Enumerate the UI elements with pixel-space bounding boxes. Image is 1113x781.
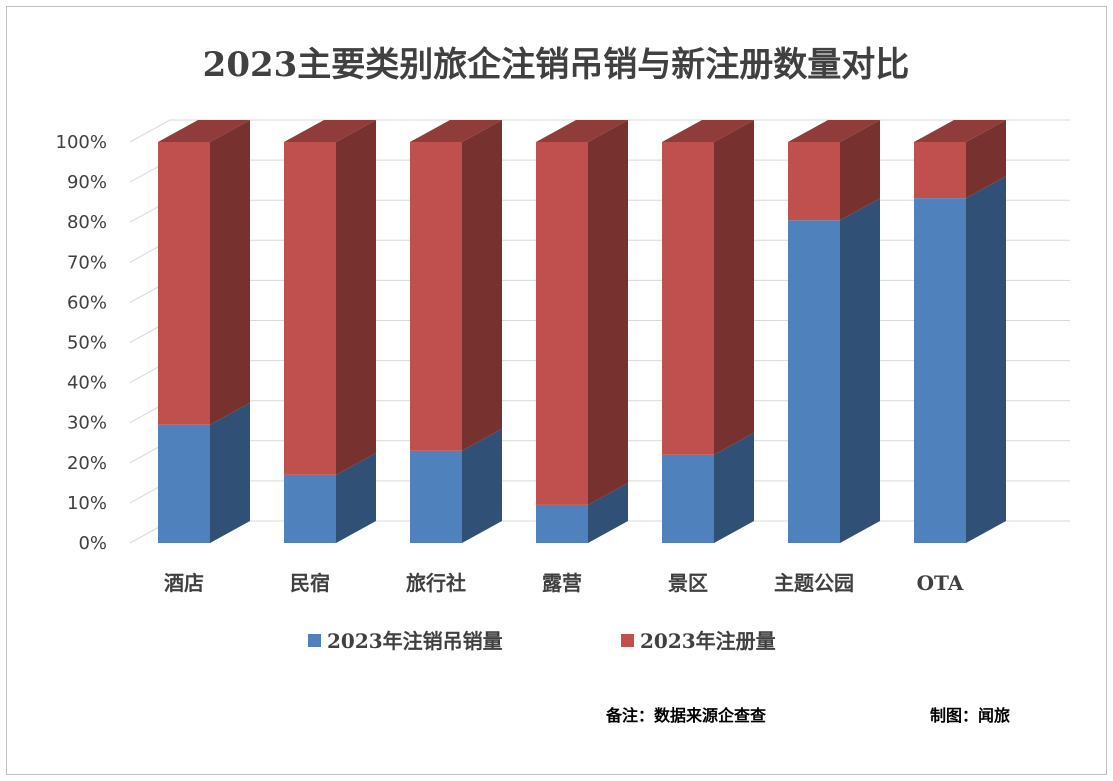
bar-side (588, 482, 628, 543)
bar-segment (662, 454, 714, 543)
y-tick-label: 10% (67, 493, 107, 514)
y-tick-label: 20% (67, 453, 107, 474)
bar-segment (914, 198, 966, 543)
bar-segment (284, 474, 336, 543)
bar-segment (662, 142, 714, 455)
x-tick-label: OTA (917, 571, 964, 595)
bar-stack (536, 120, 628, 543)
bar-stack (662, 120, 754, 543)
bar-segment (410, 450, 462, 543)
x-tick-label: 酒店 (164, 571, 204, 595)
y-tick-label: 100% (56, 132, 107, 153)
bar-top (914, 120, 1006, 142)
bar-side (336, 120, 376, 475)
bar-side (840, 120, 880, 221)
x-tick-label: 民宿 (290, 571, 330, 595)
legend-label-registered: 2023年注册量 (640, 629, 776, 653)
y-tick-label: 40% (67, 373, 107, 394)
y-tick-label: 60% (67, 292, 107, 313)
bar-side (588, 120, 628, 505)
bar-segment (158, 424, 210, 543)
y-tick-label: 50% (67, 333, 107, 354)
bar-stack (788, 120, 880, 543)
y-tick-label: 30% (67, 413, 107, 434)
bar-top (158, 120, 250, 142)
bar-segment (284, 142, 336, 475)
y-tick-label: 80% (67, 212, 107, 233)
legend-swatch-registered (621, 634, 634, 647)
bar-stack (914, 120, 1006, 543)
bar-segment (536, 142, 588, 505)
bar-side (210, 402, 250, 543)
x-axis-ticks: 酒店 民宿 旅行社 露营 景区 主题公园 OTA (164, 571, 964, 595)
bar-segment (536, 504, 588, 543)
gridline (129, 119, 1070, 143)
y-axis-ticks: 0% 10% 20% 30% 40% 50% 60% 70% 80% 90% 100% (56, 132, 107, 554)
bar-side (714, 120, 754, 455)
bars (158, 120, 1006, 543)
x-tick-label: 景区 (668, 571, 708, 595)
bar-stack (410, 120, 502, 543)
bar-side (966, 120, 1006, 199)
y-tick-label: 0% (78, 533, 107, 554)
y-tick-label: 70% (67, 252, 107, 273)
bar-segment (788, 220, 840, 543)
x-tick-label: 旅行社 (406, 571, 466, 595)
x-tick-label: 主题公园 (774, 571, 854, 595)
source-note: 备注：数据来源企查查 (605, 706, 766, 725)
bar-top (662, 120, 754, 142)
legend: 2023年注销吊销量 2023年注册量 (308, 629, 776, 653)
bar-side (966, 176, 1006, 543)
bar-segment (788, 142, 840, 221)
bar-side (462, 428, 502, 543)
bar-side (210, 120, 250, 425)
bar-side (336, 452, 376, 543)
bar-side (462, 120, 502, 451)
bar-segment (158, 142, 210, 425)
chart-title: 2023主要类别旅企注销吊销与新注册数量对比 (203, 45, 910, 85)
x-tick-label: 露营 (542, 571, 582, 595)
credit-note: 制图：闻旅 (930, 706, 1010, 725)
y-tick-label: 90% (67, 172, 107, 193)
bar-side (840, 198, 880, 543)
bar-stack (284, 120, 376, 543)
bar-stack (158, 120, 250, 543)
legend-label-cancelled: 2023年注销吊销量 (327, 629, 503, 653)
bar-top (536, 120, 628, 142)
bar-top (410, 120, 502, 142)
bar-segment (410, 142, 462, 451)
legend-swatch-cancelled (308, 634, 321, 647)
bar-segment (914, 142, 966, 199)
bar-side (714, 432, 754, 543)
bar-top (284, 120, 376, 142)
bar-top (788, 120, 880, 142)
